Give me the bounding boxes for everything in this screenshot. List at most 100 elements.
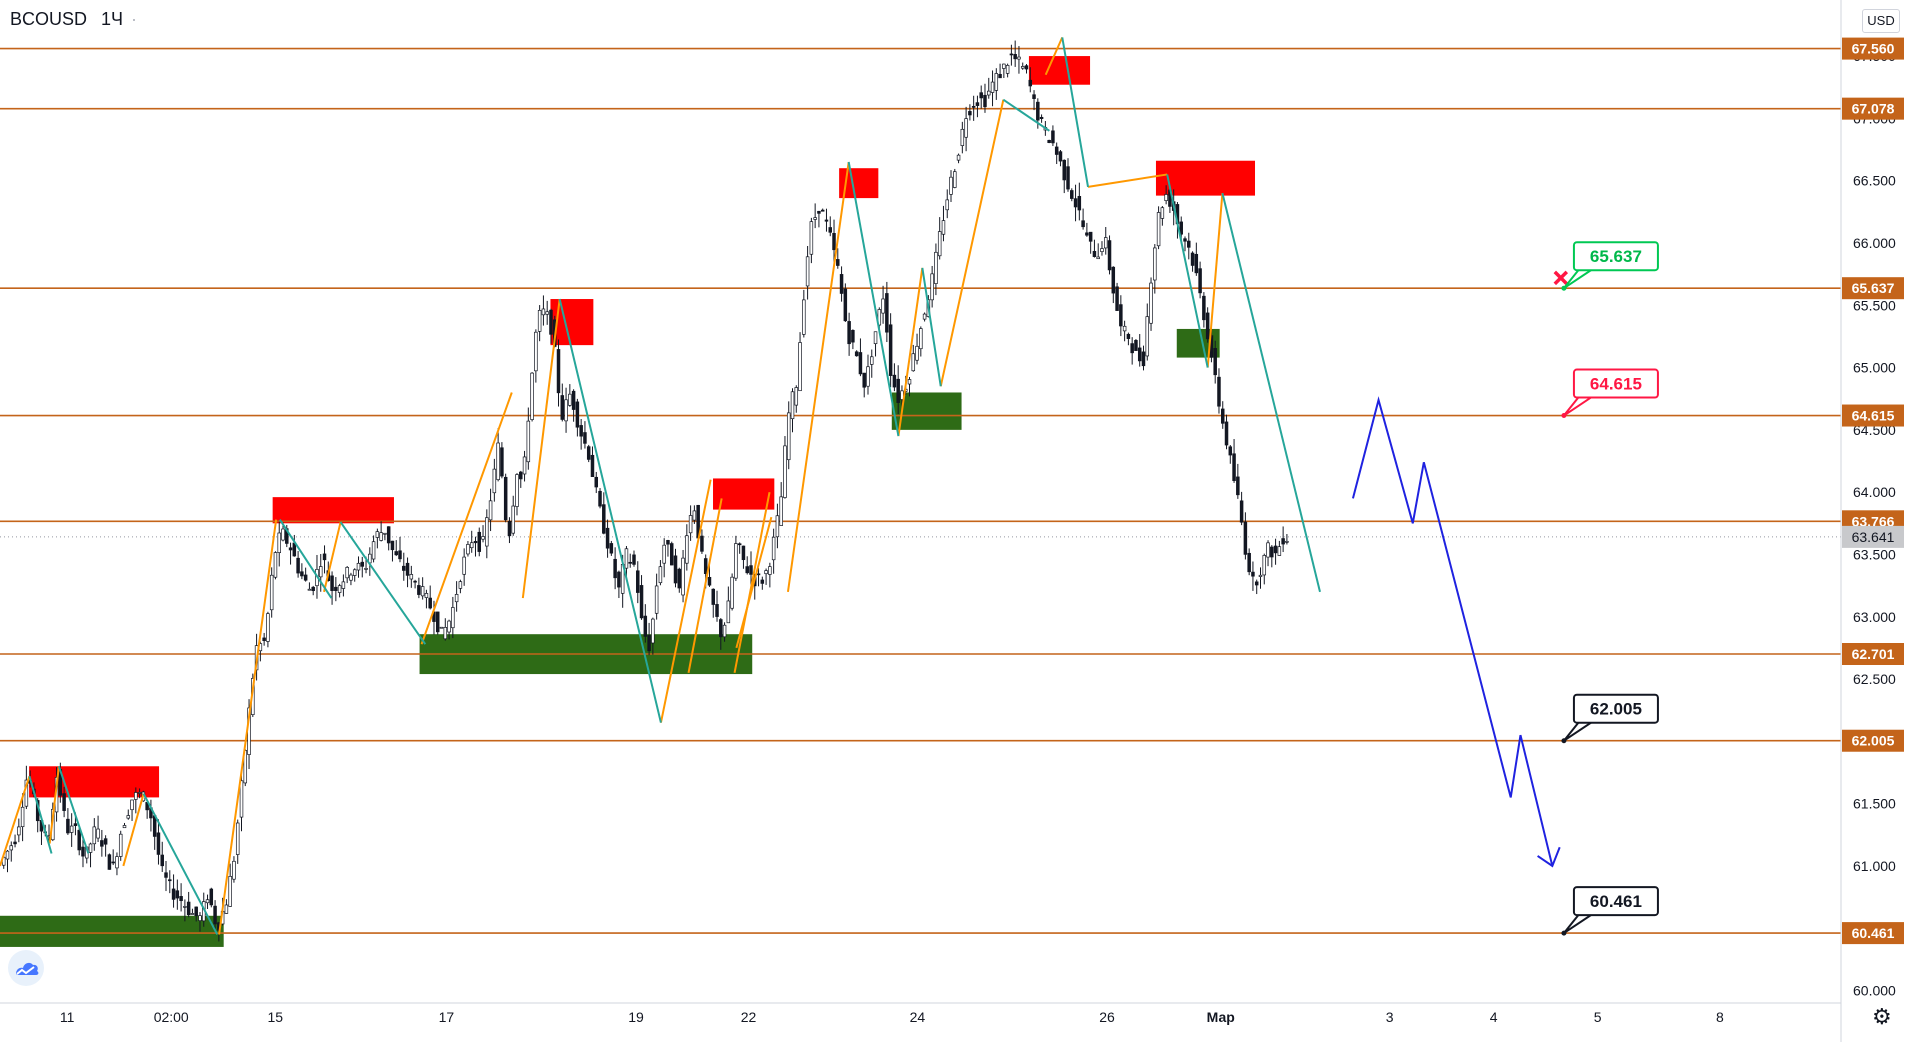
candle bbox=[330, 571, 334, 605]
wave-up-segment[interactable] bbox=[218, 519, 278, 935]
candle-body bbox=[300, 571, 304, 577]
candle-body bbox=[1009, 53, 1014, 56]
candle-body bbox=[545, 311, 549, 315]
candle-body bbox=[1130, 343, 1134, 354]
wave-up-segment[interactable] bbox=[48, 766, 60, 844]
candle bbox=[873, 331, 878, 357]
wave-down-segment[interactable] bbox=[1002, 98, 1050, 132]
candle bbox=[866, 354, 870, 395]
candle bbox=[685, 524, 689, 571]
candle bbox=[511, 495, 515, 536]
wave-down-segment[interactable] bbox=[28, 775, 53, 854]
candle-body bbox=[134, 792, 138, 800]
level-axis-label-text: 65.637 bbox=[1852, 280, 1895, 296]
candle bbox=[383, 532, 387, 541]
candle-body bbox=[1020, 66, 1025, 69]
forecast-path[interactable] bbox=[1351, 396, 1554, 867]
candle-body bbox=[1213, 348, 1217, 376]
callout-box bbox=[1572, 241, 1659, 272]
wave-up-segment[interactable] bbox=[897, 267, 924, 437]
candle-body bbox=[213, 905, 217, 925]
wave-down-segment[interactable] bbox=[921, 267, 942, 387]
wave-up-segment[interactable] bbox=[1044, 36, 1064, 76]
level-axis-label-bg bbox=[1842, 37, 1904, 60]
candle-body bbox=[700, 535, 704, 552]
wave-up-segment[interactable] bbox=[735, 516, 773, 649]
candle-body bbox=[1270, 546, 1274, 558]
wave-up-segment[interactable] bbox=[687, 498, 723, 674]
price-callout[interactable]: 65.637 bbox=[1561, 241, 1659, 291]
candle bbox=[386, 526, 391, 551]
candle-body bbox=[715, 604, 719, 617]
candle bbox=[647, 622, 651, 656]
symbol-header[interactable]: BCOUSD 1Ч · bbox=[10, 9, 137, 30]
candle bbox=[764, 568, 768, 585]
wave-down-segment[interactable] bbox=[1221, 192, 1321, 593]
candle-body bbox=[892, 374, 897, 388]
candle bbox=[481, 525, 485, 543]
wave-up-segment[interactable] bbox=[659, 479, 712, 723]
candle-body bbox=[609, 543, 614, 554]
candle bbox=[624, 546, 629, 580]
price-callout[interactable]: 62.005 bbox=[1561, 693, 1659, 744]
wave-up-segment[interactable] bbox=[786, 161, 850, 592]
candle bbox=[1190, 251, 1195, 272]
wave-up-segment[interactable] bbox=[1087, 173, 1168, 188]
wave-down-segment[interactable] bbox=[558, 298, 662, 723]
candle bbox=[473, 536, 478, 557]
candle-body bbox=[1277, 546, 1282, 556]
wave-up-segment[interactable] bbox=[323, 521, 342, 593]
wave-down-segment[interactable] bbox=[142, 793, 219, 935]
wave-up-segment[interactable] bbox=[420, 392, 513, 645]
candle bbox=[81, 836, 85, 868]
candle bbox=[1054, 142, 1059, 165]
level-axis-label: 64.615 bbox=[1842, 404, 1904, 427]
candle bbox=[88, 842, 93, 868]
candle bbox=[198, 912, 202, 932]
candle bbox=[439, 626, 444, 629]
wave-up-segment[interactable] bbox=[1206, 193, 1224, 368]
candle-body bbox=[783, 445, 787, 498]
wave-down-segment[interactable] bbox=[278, 519, 333, 599]
price-callout[interactable]: 64.615 bbox=[1561, 368, 1659, 419]
gear-icon[interactable]: ⚙ bbox=[1872, 1004, 1892, 1029]
wave-up-segment[interactable] bbox=[521, 298, 561, 599]
candle-body bbox=[1054, 146, 1059, 155]
levels-layer bbox=[0, 47, 1841, 934]
candle-body bbox=[568, 393, 572, 406]
candle bbox=[107, 853, 112, 870]
level-axis-label: 62.701 bbox=[1842, 643, 1904, 666]
wave-down-segment[interactable] bbox=[1061, 37, 1090, 188]
wave-up-segment[interactable] bbox=[733, 491, 771, 674]
candle bbox=[1156, 206, 1161, 250]
candle bbox=[805, 246, 810, 300]
wave-down-segment[interactable] bbox=[847, 161, 900, 437]
candle bbox=[1115, 282, 1119, 311]
candle bbox=[590, 446, 595, 477]
candle-body bbox=[303, 574, 308, 581]
candle bbox=[934, 243, 938, 296]
wave-up-segment[interactable] bbox=[939, 99, 1005, 387]
candle bbox=[171, 874, 176, 908]
wave-up-segment[interactable] bbox=[122, 793, 145, 867]
candle-body bbox=[375, 531, 380, 538]
candle bbox=[1119, 295, 1123, 337]
candle-body bbox=[1092, 250, 1097, 257]
candle-body bbox=[624, 548, 629, 569]
candle bbox=[530, 372, 534, 422]
currency-button[interactable]: USD bbox=[1862, 9, 1900, 33]
candle-body bbox=[485, 517, 489, 547]
wave-down-segment[interactable] bbox=[57, 765, 90, 854]
candle bbox=[771, 528, 776, 574]
candle bbox=[877, 307, 882, 329]
price-callout[interactable]: 60.461 bbox=[1561, 886, 1659, 936]
candle bbox=[1100, 241, 1104, 256]
wave-down-segment[interactable] bbox=[1166, 174, 1209, 368]
wave-down-segment[interactable] bbox=[339, 521, 427, 645]
candle-body bbox=[1254, 581, 1259, 586]
candle bbox=[186, 891, 191, 918]
wave-up-segment[interactable] bbox=[0, 775, 31, 867]
candle bbox=[968, 104, 972, 121]
level-axis-label-text: 67.078 bbox=[1852, 101, 1895, 117]
